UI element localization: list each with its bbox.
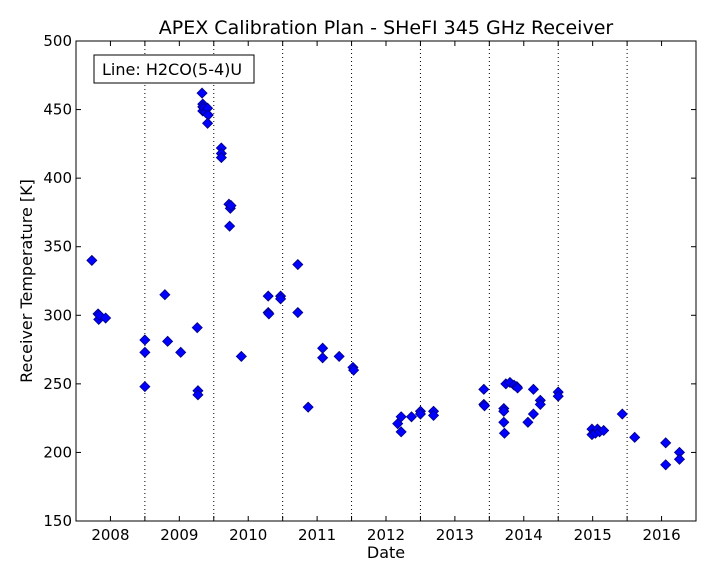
data-point-37: [292, 306, 304, 319]
data-point-11: [191, 322, 203, 334]
data-point-49: [414, 408, 427, 420]
data-point-35: [275, 293, 287, 305]
data-point-41: [333, 350, 345, 362]
x-tick-label: 2015: [574, 526, 612, 544]
data-point-33: [263, 308, 275, 320]
data-point-22: [202, 117, 214, 129]
data-point-25: [215, 152, 227, 164]
y-tick-label: 500: [43, 32, 72, 50]
x-tick-label: 2016: [642, 526, 680, 544]
x-tick-label: 2009: [160, 526, 198, 544]
y-axis-label: Receiver Temperature [K]: [17, 179, 36, 383]
data-point-4: [100, 312, 112, 324]
x-axis-ticks: 2008 2009 2010 2011 2012 2013 2014 2015 2016: [75, 41, 697, 544]
data-point-13: [192, 389, 204, 401]
data-point-10: [175, 346, 187, 358]
data-point-29: [224, 220, 236, 232]
x-tick-label: 2013: [436, 526, 474, 544]
data-point-46: [395, 426, 407, 438]
vertical-grid-lines: [144, 41, 628, 521]
data-point-57: [498, 416, 510, 428]
y-tick-label: 150: [43, 512, 72, 530]
y-tick-label: 450: [43, 101, 72, 119]
x-tick-label: 2008: [91, 526, 129, 544]
x-axis-label: Date: [367, 543, 405, 562]
legend-text: Line: H2CO(5-4)U: [102, 60, 242, 79]
x-tick-label: 2014: [505, 526, 543, 544]
data-point-70: [552, 390, 564, 402]
data-point-28: [225, 200, 237, 212]
data-point-78: [629, 431, 641, 443]
y-tick-label: 350: [43, 238, 72, 256]
x-tick-label: 2011: [298, 526, 336, 544]
x-tick-label: 2012: [367, 526, 405, 544]
data-point-0: [86, 254, 98, 266]
data-point-5: [139, 334, 151, 346]
data-point-66: [527, 408, 539, 420]
y-tick-label: 250: [43, 375, 72, 393]
data-point-58: [498, 427, 511, 439]
data-point-9: [162, 335, 174, 347]
plot-frame: [75, 40, 697, 522]
y-tick-label: 300: [43, 306, 72, 324]
data-point-82: [673, 453, 686, 465]
data-point-14: [196, 87, 208, 99]
data-point-56: [498, 405, 510, 417]
data-point-6: [139, 346, 151, 358]
legend: Line: H2CO(5-4)U: [93, 54, 255, 84]
data-point-77: [616, 408, 628, 420]
data-point-45: [395, 411, 407, 423]
data-point-51: [427, 409, 440, 421]
plot-area: [76, 41, 696, 521]
y-axis-ticks: 150 200 250 300 350 400 450 500: [43, 32, 696, 530]
data-point-65: [527, 383, 539, 395]
data-point-40: [317, 352, 329, 364]
data-point-79: [660, 437, 672, 449]
data-point-54: [478, 400, 491, 412]
data-point-7: [139, 381, 151, 393]
data-point-36: [292, 258, 304, 271]
x-tick-label: 2010: [229, 526, 267, 544]
data-point-47: [405, 411, 418, 423]
data-point-80: [660, 459, 672, 471]
data-point-30: [235, 350, 247, 362]
data-point-43: [348, 364, 360, 376]
data-point-38: [302, 401, 314, 413]
data-points: [86, 87, 686, 471]
data-point-76: [598, 424, 610, 437]
data-point-68: [534, 398, 546, 410]
y-tick-label: 400: [43, 169, 72, 187]
data-point-31: [262, 290, 274, 302]
data-point-63: [512, 382, 524, 394]
data-point-8: [159, 289, 171, 301]
legend-box: [93, 54, 255, 84]
y-tick-label: 200: [43, 443, 72, 461]
chart-title: APEX Calibration Plan - SHeFI 345 GHz Re…: [159, 17, 614, 39]
data-point-64: [522, 416, 534, 428]
data-point-52: [478, 383, 490, 395]
